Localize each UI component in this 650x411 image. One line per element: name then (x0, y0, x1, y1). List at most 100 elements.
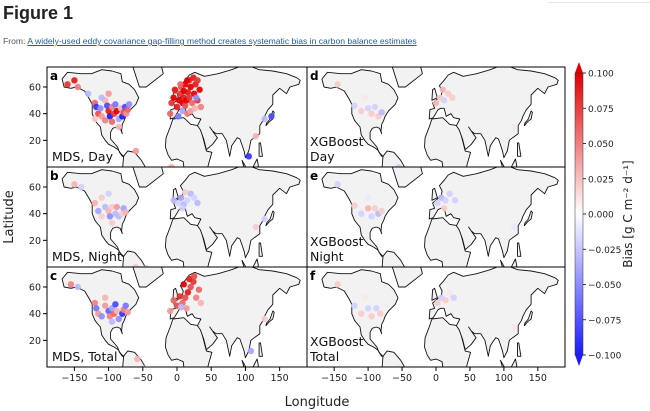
colorbar-gradient (574, 72, 584, 356)
y-tick-label: 40 (29, 209, 41, 220)
data-point-f-10 (442, 297, 449, 304)
data-point-c-6 (102, 302, 109, 309)
y-tick-label: 40 (29, 309, 41, 320)
data-point-b-4 (98, 213, 105, 220)
data-point-e-2 (358, 210, 365, 217)
data-point-a-67 (193, 94, 200, 101)
x-axis-label: Longitude (285, 395, 350, 410)
data-point-a-3 (84, 90, 92, 97)
data-point-e-16 (395, 263, 402, 267)
data-point-b-8 (108, 203, 116, 211)
data-point-a-1 (71, 77, 78, 84)
data-point-c-33 (190, 273, 198, 280)
x-tick-label: 50 (464, 373, 476, 384)
data-point-e-8 (364, 194, 372, 201)
data-point-f-11 (446, 290, 453, 297)
data-point-a-2 (74, 83, 82, 91)
data-point-b-2 (91, 199, 99, 207)
data-point-a-31 (132, 147, 140, 155)
panel-title-b: MDS, Night (52, 249, 122, 264)
data-point-a-62 (171, 86, 179, 93)
data-point-b-18 (170, 197, 177, 204)
data-point-a-7 (97, 105, 104, 112)
y-tick-label: 60 (29, 83, 41, 94)
x-tick-label: 150 (271, 373, 289, 384)
data-point-b-10 (113, 203, 121, 211)
colorbar-tick-label: 0.075 (588, 105, 614, 115)
data-point-d-11 (440, 97, 448, 104)
data-point-a-10 (104, 102, 111, 109)
data-point-e-13 (440, 205, 448, 212)
data-point-d-8 (361, 94, 368, 101)
data-point-c-5 (98, 313, 105, 320)
colorbar-label: Bias [g C m⁻² d⁻¹] (621, 160, 635, 267)
article-link[interactable]: A widely-used eddy covariance gap-fillin… (27, 36, 417, 46)
data-point-f-8 (434, 299, 441, 307)
colorbar-tick-label: −0.100 (588, 352, 622, 362)
panel-label-d: d (310, 69, 319, 83)
data-point-c-39 (247, 347, 255, 355)
data-point-c-18 (102, 294, 109, 301)
data-point-a-27 (108, 118, 116, 125)
colorbar-extend-max (575, 62, 583, 73)
x-tick-label: 100 (236, 373, 254, 384)
data-point-c-16 (122, 302, 129, 309)
data-point-f-6 (377, 310, 384, 317)
data-point-b-30 (132, 263, 140, 267)
panel-title-c: MDS, Total (52, 349, 118, 364)
data-point-a-63 (180, 87, 187, 95)
y-tick-label: 40 (29, 109, 41, 120)
source-line: From: A widely-used eddy covariance gap-… (3, 36, 417, 46)
data-point-a-66 (177, 81, 184, 88)
colorbar-tick-label: 0.100 (588, 70, 614, 80)
data-point-e-3 (364, 205, 372, 212)
map-panel-c (47, 267, 307, 367)
data-point-d-0 (334, 81, 341, 88)
data-point-d-1 (351, 102, 358, 109)
data-point-c-27 (187, 283, 194, 291)
map-panel-e (307, 167, 565, 267)
map-panel-f (307, 267, 565, 367)
data-point-c-25 (182, 294, 189, 301)
data-point-c-30 (195, 286, 203, 293)
figure-title: Figure 1 (3, 3, 74, 23)
panel-title-a: MDS, Day (52, 149, 114, 164)
x-tick-label: −100 (355, 373, 381, 384)
data-point-d-16 (395, 163, 402, 167)
panel-label-e: e (310, 169, 318, 183)
data-point-a-61 (191, 105, 198, 112)
data-point-c-26 (184, 289, 192, 296)
data-point-f-0 (334, 281, 341, 288)
map-panel-b (47, 167, 307, 267)
data-point-f-4 (368, 313, 375, 320)
data-point-e-11 (442, 197, 449, 204)
data-point-b-1 (78, 183, 85, 191)
x-tick-label: 0 (433, 373, 439, 384)
data-point-d-7 (378, 109, 385, 116)
data-point-a-26 (98, 94, 105, 101)
data-point-a-41 (182, 102, 189, 109)
y-axis-label: Latitude (2, 190, 17, 244)
data-point-b-15 (98, 194, 105, 201)
data-point-a-23 (124, 106, 131, 113)
data-point-a-28 (102, 117, 109, 124)
data-point-e-7 (378, 207, 385, 215)
data-point-b-29 (261, 215, 268, 223)
data-point-b-14 (122, 209, 129, 216)
data-point-f-7 (362, 294, 369, 301)
x-tick-label: −100 (96, 373, 122, 384)
data-point-c-17 (124, 309, 131, 316)
data-point-d-12 (445, 90, 452, 97)
data-point-f-5 (373, 305, 380, 312)
colorbar-extend-min (575, 355, 583, 366)
data-point-d-15 (510, 123, 518, 131)
data-point-e-4 (368, 213, 375, 220)
data-point-f-14 (395, 363, 402, 367)
data-point-c-3 (93, 305, 100, 312)
panel-title-f: Total (309, 349, 339, 364)
data-point-a-60 (197, 103, 205, 111)
data-point-b-19 (175, 199, 182, 207)
data-point-b-28 (252, 223, 259, 231)
data-point-a-44 (186, 94, 193, 101)
